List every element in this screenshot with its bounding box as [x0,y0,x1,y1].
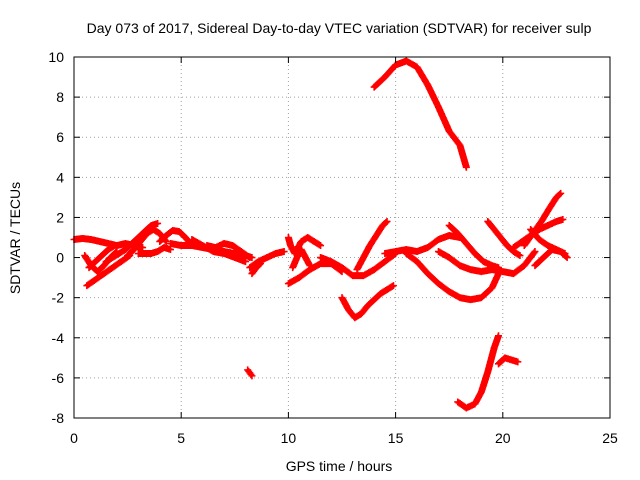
data-series [70,57,571,412]
data-point-markers [484,217,524,260]
series-arc-5 [102,219,162,266]
y-axis-label: SDTVAR / TECUs [7,182,23,294]
data-point-markers [83,252,134,290]
chart-title: Day 073 of 2017, Sidereal Day-to-day VTE… [87,20,592,36]
series-arc-14 [244,366,256,380]
axis-ticks: 0 5 10 15 20 25 -8 -6 -4 -2 0 2 4 6 8 10 [48,49,618,446]
series-arc-15 [284,234,325,258]
data-point-markers [434,248,539,278]
y-tick-label: 6 [56,129,64,145]
series-arc-19 [338,282,397,322]
series-arc-22 [381,231,464,258]
y-tick-label: 2 [56,209,64,225]
x-tick-label: 10 [281,430,297,446]
data-point-markers [370,57,470,171]
series-arc-32 [527,225,569,258]
series-arc-16 [289,246,314,272]
y-tick-label: 4 [56,169,64,185]
y-tick-label: 8 [56,89,64,105]
series-arc-20 [353,217,391,274]
series-arc-27 [454,332,503,412]
y-tick-label: 10 [48,49,64,65]
x-tick-label: 5 [177,430,185,446]
x-tick-label: 20 [495,430,511,446]
x-tick-label: 0 [70,430,78,446]
data-point-markers [102,219,162,266]
y-tick-label: -2 [52,290,65,306]
data-point-markers [402,250,503,304]
y-tick-label: -4 [52,330,65,346]
series-arc-24 [434,248,539,278]
y-tick-label: -8 [52,410,65,426]
data-point-markers [445,221,503,272]
data-point-markers [248,260,265,278]
data-point-markers [244,366,256,380]
series-arc-13 [248,260,265,278]
x-axis-label: GPS time / hours [286,458,393,474]
data-point-markers [317,250,400,280]
series-arc-7 [134,244,174,258]
series-arc-26 [484,217,524,260]
data-point-markers [454,332,503,412]
y-tick-label: -6 [52,370,65,386]
data-point-markers [381,231,464,258]
data-point-markers [203,240,254,262]
series-arc-28 [495,354,522,368]
series-arc-18 [317,250,400,280]
data-point-markers [289,246,314,272]
series-arc-4 [85,242,119,272]
series-arc-25 [445,221,503,272]
data-point-markers [134,244,174,258]
data-point-markers [495,354,522,368]
data-point-markers [284,234,325,258]
series-arc-11 [203,240,254,262]
data-point-markers [527,225,569,258]
y-tick-label: 0 [56,250,64,266]
series-arc-3 [83,252,134,290]
data-point-markers [338,282,397,322]
data-point-markers [85,242,119,272]
x-tick-label: 25 [602,430,618,446]
data-point-markers [353,217,391,274]
series-arc-21 [370,57,470,171]
plot-frame [73,56,611,419]
series-arc-23 [402,250,503,304]
x-tick-label: 15 [388,430,404,446]
